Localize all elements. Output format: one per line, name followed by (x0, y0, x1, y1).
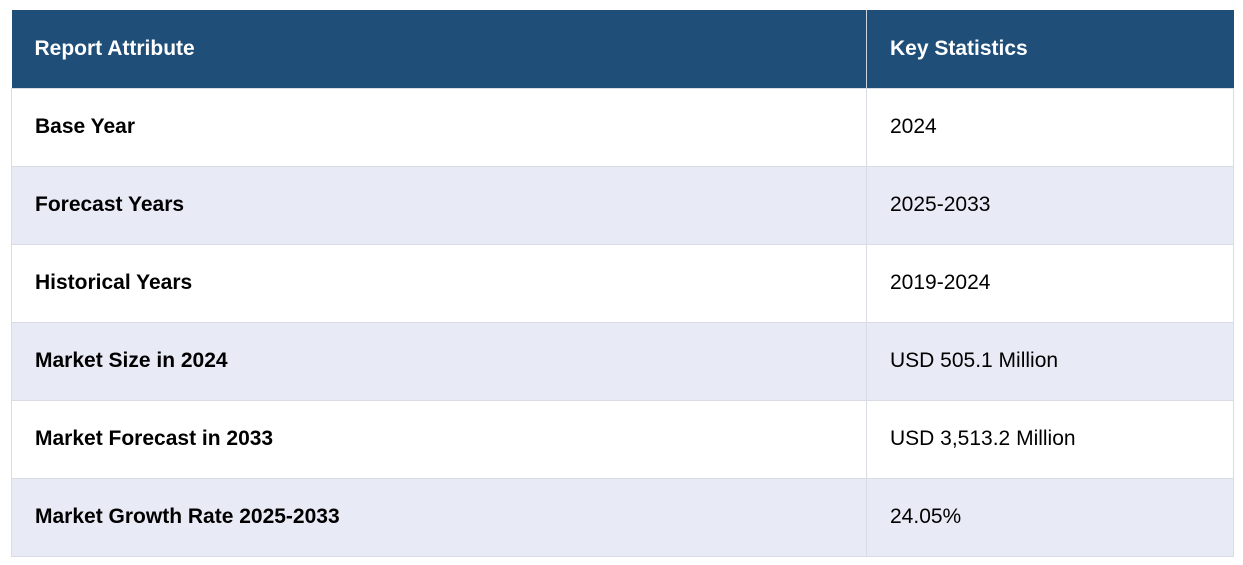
row-value: USD 3,513.2 Million (866, 399, 1234, 479)
row-value: USD 505.1 Million (866, 321, 1234, 401)
row-attribute: Market Forecast in 2033 (11, 399, 867, 479)
header-report-attribute: Report Attribute (11, 10, 867, 88)
row-value: 2019-2024 (866, 243, 1234, 323)
row-attribute: Market Size in 2024 (11, 321, 867, 401)
row-attribute: Base Year (11, 87, 867, 167)
row-value: 2025-2033 (866, 165, 1234, 245)
table-row: Market Growth Rate 2025-2033 24.05% (11, 477, 1234, 557)
table-row: Market Forecast in 2033 USD 3,513.2 Mill… (11, 399, 1234, 479)
row-value: 2024 (866, 87, 1234, 167)
report-attributes-table: Report Attribute Key Statistics Base Yea… (11, 10, 1234, 557)
table-row: Market Size in 2024 USD 505.1 Million (11, 321, 1234, 401)
table-row: Forecast Years 2025-2033 (11, 165, 1234, 245)
report-attributes-table-container: Report Attribute Key Statistics Base Yea… (11, 10, 1234, 557)
row-attribute: Forecast Years (11, 165, 867, 245)
row-value: 24.05% (866, 477, 1234, 557)
header-row: Report Attribute Key Statistics (11, 10, 1234, 88)
table-row: Historical Years 2019-2024 (11, 243, 1234, 323)
table-body: Base Year 2024 Forecast Years 2025-2033 … (11, 87, 1234, 557)
row-attribute: Market Growth Rate 2025-2033 (11, 477, 867, 557)
header-key-statistics: Key Statistics (866, 10, 1234, 88)
table-row: Base Year 2024 (11, 87, 1234, 167)
table-header: Report Attribute Key Statistics (11, 10, 1234, 88)
row-attribute: Historical Years (11, 243, 867, 323)
